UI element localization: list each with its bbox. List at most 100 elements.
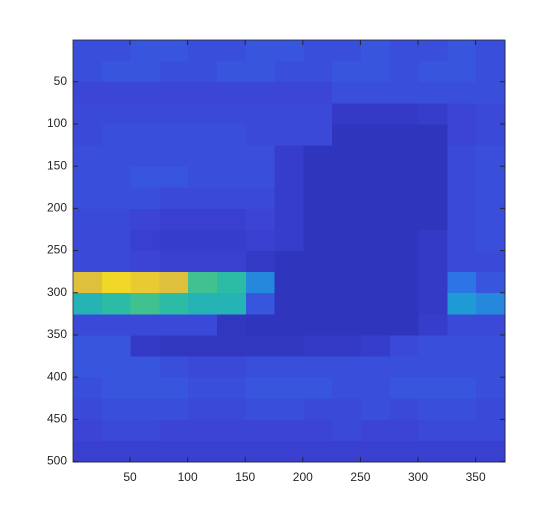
- cell: [274, 145, 304, 168]
- cell: [332, 419, 362, 442]
- cell: [245, 251, 276, 273]
- cell: [332, 166, 362, 189]
- cell: [130, 272, 160, 294]
- cell: [361, 293, 391, 315]
- cell: [73, 229, 103, 252]
- cell: [73, 208, 103, 231]
- cell: [188, 398, 218, 421]
- cell: [101, 187, 132, 210]
- cell: [159, 356, 189, 379]
- cell: [476, 356, 506, 379]
- cell: [389, 40, 420, 62]
- cell: [418, 124, 448, 146]
- cell: [245, 229, 276, 252]
- cell: [447, 103, 477, 125]
- cell: [245, 440, 276, 463]
- cell: [418, 356, 448, 379]
- cell: [447, 187, 477, 210]
- cell: [389, 82, 420, 104]
- cell: [303, 61, 333, 83]
- cell: [101, 103, 132, 125]
- cell: [303, 272, 333, 294]
- cell: [245, 208, 276, 231]
- cell: [476, 124, 506, 146]
- cell: [361, 229, 391, 252]
- cell: [332, 377, 362, 400]
- cell: [101, 82, 132, 104]
- cell: [389, 377, 420, 400]
- cell: [361, 145, 391, 168]
- cell: [130, 398, 160, 421]
- cell: [447, 440, 477, 463]
- cell: [245, 145, 276, 168]
- cell: [101, 314, 132, 336]
- cell: [159, 187, 189, 210]
- cell: [303, 82, 333, 104]
- cell: [245, 103, 276, 125]
- cell: [130, 293, 160, 315]
- cell: [361, 251, 391, 273]
- cell: [447, 293, 477, 315]
- cell: [217, 377, 247, 400]
- cell: [245, 314, 276, 336]
- y-tick-label: 200: [47, 201, 67, 215]
- cell: [447, 335, 477, 357]
- cell: [476, 314, 506, 336]
- cell: [130, 145, 160, 168]
- cell: [389, 314, 420, 336]
- cell: [188, 272, 218, 294]
- cell: [159, 272, 189, 294]
- cell: [361, 103, 391, 125]
- cell: [476, 208, 506, 231]
- cell: [332, 272, 362, 294]
- cell: [476, 419, 506, 442]
- cell: [188, 124, 218, 146]
- cell: [159, 293, 189, 315]
- x-tick-label: 250: [350, 470, 370, 484]
- cell: [73, 61, 103, 83]
- y-tick-label: 150: [47, 158, 67, 172]
- cell: [303, 293, 333, 315]
- cell: [418, 40, 448, 62]
- cell: [159, 314, 189, 336]
- cell: [303, 187, 333, 210]
- y-tick-label: 100: [47, 116, 67, 130]
- cell: [361, 398, 391, 421]
- cell: [130, 187, 160, 210]
- cell: [159, 124, 189, 146]
- cell: [159, 145, 189, 168]
- cell: [73, 166, 103, 189]
- cell: [389, 187, 420, 210]
- cell: [101, 61, 132, 83]
- cell: [101, 124, 132, 146]
- cell: [101, 229, 132, 252]
- cell: [476, 61, 506, 83]
- cell: [389, 229, 420, 252]
- cell: [303, 208, 333, 231]
- cell: [303, 335, 333, 357]
- cell: [303, 124, 333, 146]
- cell: [101, 208, 132, 231]
- cell: [245, 377, 276, 400]
- cell: [447, 82, 477, 104]
- cell: [217, 61, 247, 83]
- cell: [217, 440, 247, 463]
- cell: [361, 356, 391, 379]
- cell: [389, 440, 420, 463]
- cell: [159, 335, 189, 357]
- cell: [188, 166, 218, 189]
- cell: [389, 398, 420, 421]
- cell: [159, 61, 189, 83]
- cell: [217, 419, 247, 442]
- cell: [159, 377, 189, 400]
- cell: [303, 314, 333, 336]
- cell: [418, 272, 448, 294]
- cell: [130, 419, 160, 442]
- cell: [217, 145, 247, 168]
- cell: [476, 187, 506, 210]
- cell: [245, 293, 276, 315]
- cell: [130, 229, 160, 252]
- cell: [274, 124, 304, 146]
- cell: [188, 251, 218, 273]
